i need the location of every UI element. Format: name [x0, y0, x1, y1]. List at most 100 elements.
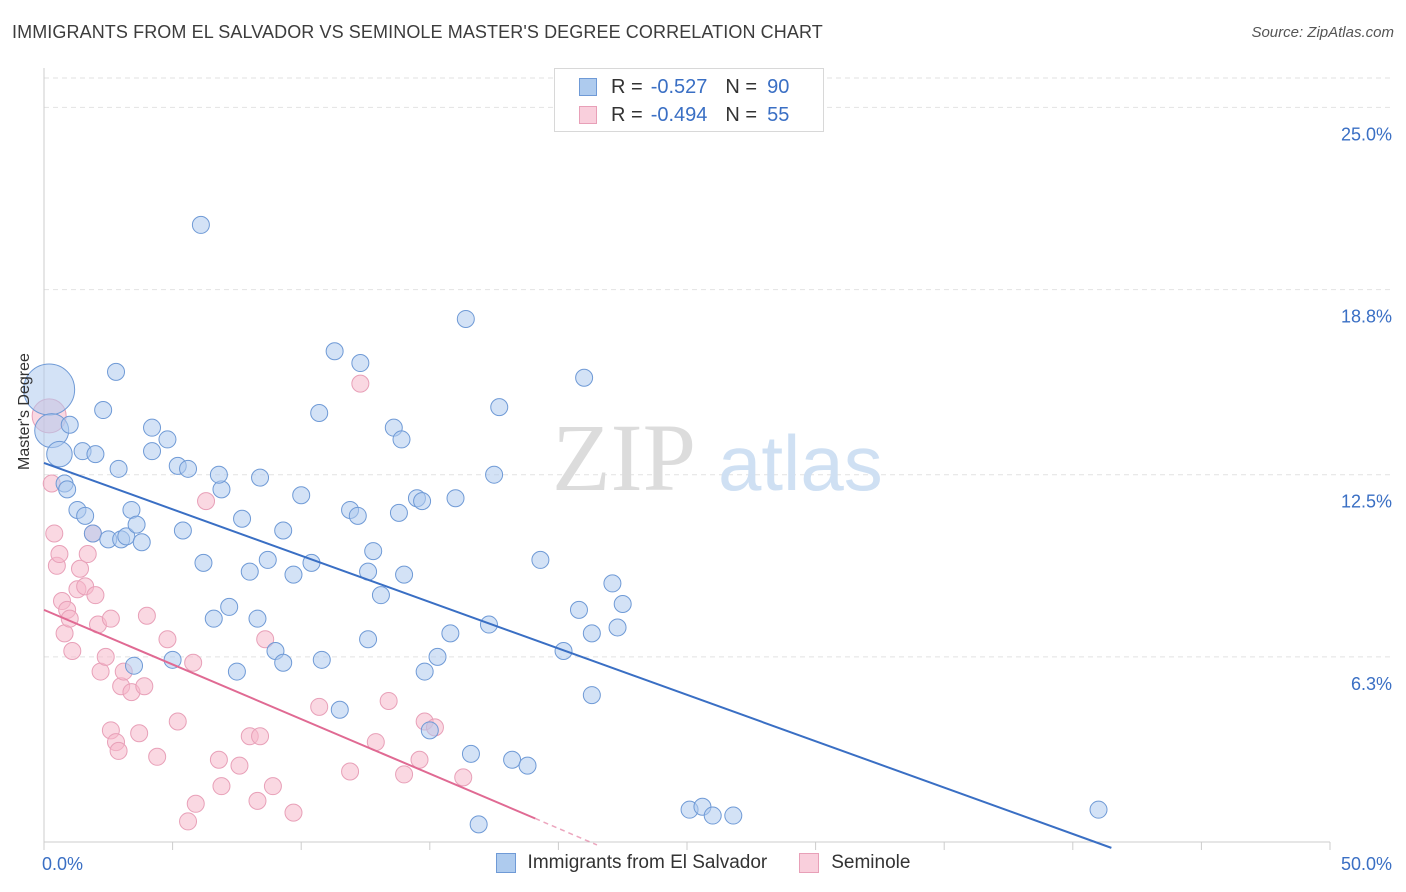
legend-label: Immigrants from El Salvador [527, 852, 768, 873]
seminole-point [310, 697, 329, 716]
el-salvador-point [461, 744, 480, 763]
el-salvador-point [143, 418, 162, 437]
el-salvador-point [220, 597, 239, 616]
seminole-point [71, 559, 90, 578]
seminole-point [395, 765, 414, 784]
source-credit: Source: ZipAtlas.com [1251, 24, 1394, 41]
n-label: N = [725, 103, 758, 126]
el-salvador-point [420, 721, 439, 740]
el-salvador-point [413, 492, 432, 511]
el-salvador-point [251, 468, 270, 487]
n-label: N = [725, 75, 758, 98]
el-salvador-point [312, 650, 331, 669]
el-salvador-point [608, 618, 627, 637]
el-salvador-point [173, 521, 192, 540]
legend-swatch-pink [799, 853, 820, 873]
el-salvador-point [60, 415, 79, 434]
r-value: -0.527 [650, 75, 708, 98]
el-salvador-point [503, 750, 522, 769]
legend-swatch-blue [579, 78, 597, 96]
el-salvador-point [392, 430, 411, 449]
el-salvador-point [613, 594, 632, 613]
seminole-point [351, 374, 370, 393]
el-salvador-point [127, 515, 146, 534]
el-salvador-point [109, 459, 128, 478]
el-salvador-point [46, 440, 73, 468]
seminole-point [263, 777, 282, 796]
tick-labels: 6.3% 12.5% 18.8% 25.0% 0.0% 50.0% [42, 124, 1392, 874]
el-salvador-point [107, 362, 126, 381]
el-salvador-point [191, 215, 210, 234]
el-salvador-point [86, 445, 105, 464]
trend-line-seminole [43, 608, 536, 820]
el-salvador-point [274, 521, 293, 540]
legend-item-seminole: Seminole [799, 852, 910, 874]
r-label: R = [611, 75, 643, 98]
el-salvador-point [258, 550, 277, 569]
seminole-point [454, 768, 473, 787]
seminole-point [379, 691, 398, 710]
seminole-point [230, 756, 249, 775]
legend-swatch-pink [579, 106, 597, 124]
el-salvador-point [518, 756, 537, 775]
seminole-point [158, 630, 177, 649]
el-salvador-point [469, 815, 488, 834]
el-salvador-point [724, 806, 743, 825]
el-salvador-point [359, 630, 378, 649]
seminole-point [50, 545, 69, 564]
el-salvador-point [456, 309, 475, 328]
el-salvador-point [204, 609, 223, 628]
seminole-point [96, 647, 115, 666]
seminole-point [197, 492, 216, 511]
trend-line-seminole-extension [534, 817, 598, 846]
seminole-point [78, 545, 97, 564]
legend-row-el-salvador: R = -0.527 N = 90 [579, 73, 789, 101]
seminole-point [45, 524, 64, 543]
el-salvador-point [330, 700, 349, 719]
el-salvador-point [446, 489, 465, 508]
y-tick-label: 18.8% [1341, 307, 1392, 327]
trend-lines [43, 461, 1112, 849]
seminole-point [135, 677, 154, 696]
legend-swatch-blue [495, 853, 516, 873]
el-salvador-point [274, 653, 293, 672]
el-salvador-point [364, 542, 383, 561]
seminole-point [101, 609, 120, 628]
watermark-zip: ZIP [552, 404, 696, 511]
el-salvador-point [158, 430, 177, 449]
el-salvador-point [233, 509, 252, 528]
el-salvador-point [582, 686, 601, 705]
y-tick-label: 12.5% [1341, 492, 1392, 512]
r-label: R = [611, 103, 643, 126]
el-salvador-point [212, 480, 231, 499]
el-salvador-point [389, 503, 408, 522]
el-salvador-point [415, 662, 434, 681]
el-salvador-point [94, 401, 113, 420]
y-axis-label: Master's Degree [16, 353, 33, 470]
seminole-point [341, 762, 360, 781]
n-value: 90 [767, 75, 790, 98]
seminole-point [410, 750, 429, 769]
el-salvador-point [209, 465, 228, 484]
seminole-point [209, 750, 228, 769]
el-salvador-point [325, 342, 344, 361]
legend-item-el-salvador: Immigrants from El Salvador [495, 852, 768, 874]
seminole-point [86, 586, 105, 605]
el-salvador-point [371, 586, 390, 605]
el-salvador-point [194, 553, 213, 572]
el-salvador-point [490, 398, 509, 417]
el-salvador-point [575, 368, 594, 387]
seminole-point [256, 630, 275, 649]
el-salvador-point [310, 403, 329, 422]
x-tick-label: 0.0% [42, 854, 83, 874]
seminole-point [248, 791, 267, 810]
seminole-point [109, 741, 128, 760]
el-salvador-point [125, 656, 144, 675]
y-tick-label: 25.0% [1341, 124, 1392, 144]
el-salvador-point [248, 609, 267, 628]
seminole-point [251, 727, 270, 746]
trend-line-el-salvador [43, 461, 1112, 849]
el-salvador-point [83, 524, 102, 543]
correlation-legend: R = -0.527 N = 90 R = -0.494 N = 55 [554, 68, 824, 132]
